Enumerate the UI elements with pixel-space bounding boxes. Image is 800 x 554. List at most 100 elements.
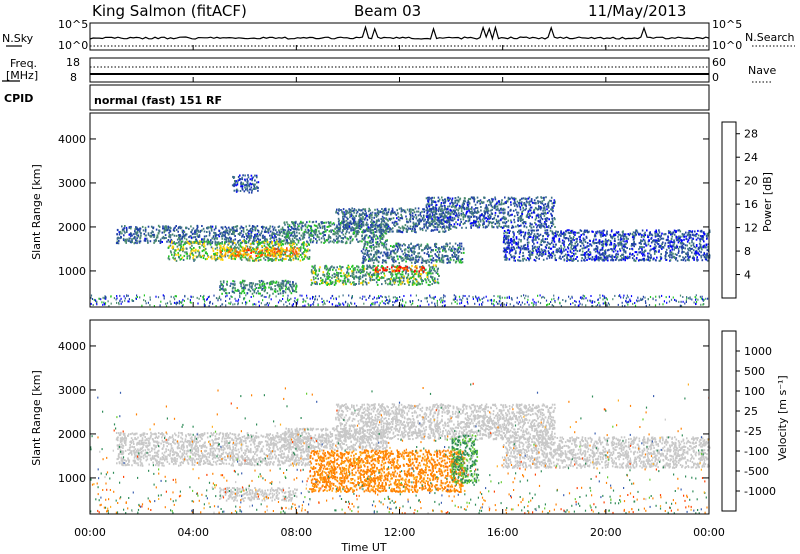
- power-cell: [225, 229, 227, 232]
- power-cell: [533, 235, 535, 238]
- power-cell: [329, 276, 331, 278]
- power-cell: [355, 230, 357, 233]
- power-cell: [267, 250, 269, 253]
- power-cell: [365, 221, 368, 224]
- power-cell: [302, 221, 304, 224]
- power-cell: [601, 247, 604, 249]
- power-cell: [228, 242, 230, 245]
- power-cell: [257, 238, 260, 241]
- power-cell: [386, 225, 389, 228]
- power-cell: [300, 228, 303, 231]
- power-cell: [495, 218, 498, 221]
- power-cell: [303, 232, 305, 235]
- power-cell: [552, 245, 555, 248]
- power-cell: [329, 225, 332, 227]
- power-cell: [459, 222, 461, 225]
- power-cell: [619, 248, 621, 251]
- power-cell: [381, 208, 383, 210]
- power-cell: [259, 258, 262, 261]
- power-cell: [302, 247, 305, 250]
- power-cell: [362, 208, 364, 211]
- power-cell: [580, 234, 583, 237]
- power-cell: [634, 243, 637, 246]
- power-cell: [362, 229, 365, 232]
- power-cell: [485, 210, 488, 212]
- power-cell: [438, 208, 440, 211]
- power-cell: [350, 221, 352, 224]
- power-cell: [647, 240, 650, 243]
- power-cell: [560, 230, 562, 233]
- power-cell: [291, 241, 294, 244]
- power-cell: [284, 251, 286, 254]
- power-cell: [362, 212, 365, 215]
- power-cell: [116, 242, 119, 244]
- power-cell: [620, 238, 623, 241]
- power-cell: [596, 250, 599, 253]
- power-cell: [505, 221, 508, 223]
- power-cell: [138, 228, 140, 231]
- power-cell: [680, 259, 683, 261]
- power-cell: [306, 241, 309, 244]
- power-cell: [382, 223, 385, 226]
- power-cell: [269, 249, 271, 252]
- power-cell: [547, 226, 550, 229]
- power-cell: [292, 246, 295, 249]
- power-cell: [186, 252, 188, 255]
- power-cell: [268, 245, 271, 248]
- power-cell: [256, 225, 259, 228]
- power-cell: [584, 252, 586, 254]
- power-cell: [129, 240, 131, 243]
- power-cell: [174, 243, 177, 246]
- power-cell: [272, 253, 275, 256]
- power-cell: [425, 229, 427, 232]
- power-cell: [473, 222, 476, 225]
- power-cell: [261, 245, 263, 247]
- power-cell: [432, 200, 434, 203]
- power-cell: [291, 238, 294, 241]
- power-cell: [578, 249, 581, 252]
- power-cell: [264, 238, 267, 241]
- power-cell: [338, 219, 340, 222]
- power-cell: [376, 214, 379, 217]
- power-cell: [606, 232, 608, 235]
- power-cell: [475, 207, 477, 209]
- power-cell: [634, 251, 637, 254]
- power-cell: [209, 232, 211, 235]
- power-cell: [490, 203, 492, 206]
- power-cell: [515, 203, 518, 206]
- power-cell: [505, 217, 507, 220]
- power-cell: [509, 239, 512, 242]
- power-cell: [527, 216, 530, 219]
- power-cell: [270, 250, 272, 253]
- power-cell: [693, 234, 695, 237]
- power-cell: [556, 233, 558, 236]
- power-cell: [300, 247, 302, 250]
- power-cell: [398, 219, 401, 222]
- power-cell: [284, 232, 286, 235]
- power-cell: [121, 225, 123, 228]
- power-cell: [508, 214, 511, 217]
- power-cell: [675, 236, 678, 239]
- power-cell: [328, 283, 331, 286]
- power-cell: [306, 221, 308, 224]
- power-cell: [619, 249, 622, 252]
- power-cell: [688, 237, 691, 240]
- power-cell: [361, 223, 364, 226]
- power-cell: [297, 258, 299, 261]
- power-cell: [504, 222, 507, 225]
- power-cell: [257, 252, 259, 255]
- power-cell: [169, 229, 171, 232]
- power-cell: [568, 244, 570, 246]
- power-cell: [226, 250, 229, 252]
- power-cell: [655, 250, 658, 253]
- power-cell: [251, 242, 253, 245]
- power-cell: [152, 226, 155, 229]
- power-cell: [655, 239, 657, 242]
- power-cell: [244, 242, 246, 245]
- power-cell: [544, 217, 547, 220]
- power-cell: [589, 253, 592, 256]
- power-cell: [523, 257, 526, 260]
- power-cell: [502, 207, 505, 210]
- power-cell: [361, 213, 363, 216]
- power-cell: [377, 218, 380, 221]
